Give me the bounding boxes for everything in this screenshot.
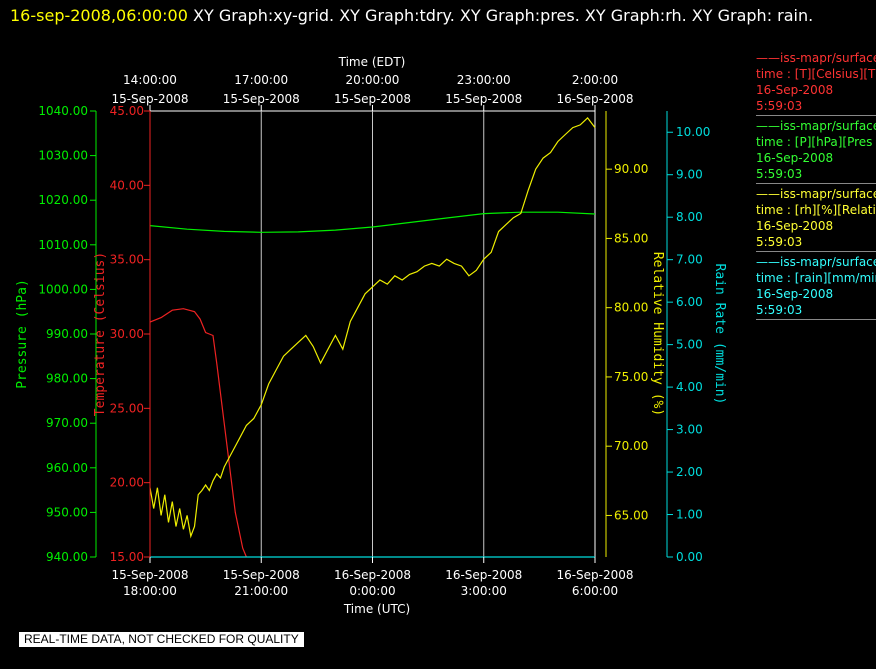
rain-axis-tick-label: 9.00	[676, 168, 703, 182]
pressure-axis-tick-label: 990.00	[46, 327, 88, 341]
humidity-axis-tick-label: 75.00	[614, 370, 648, 384]
legend-detail: 5:59:03	[756, 235, 803, 249]
temperature-axis-tick-label: 30.00	[110, 327, 144, 341]
rain-axis-tick-label: 3.00	[676, 423, 703, 437]
top-tick-label-date: 15-Sep-2008	[334, 92, 411, 106]
top-tick-label-time: 20:00:00	[346, 73, 400, 87]
rain-axis-tick-label: 8.00	[676, 210, 703, 224]
humidity-axis-tick-label: 80.00	[614, 301, 648, 315]
legend-detail: time : [rain][mm/min	[756, 271, 876, 285]
rain-axis-tick-label: 2.00	[676, 465, 703, 479]
legend: ——iss-mapr/surface time : [T][Celsius][T 1…	[756, 50, 876, 322]
humidity-axis-tick-label: 70.00	[614, 439, 648, 453]
pressure-axis-tick-label: 980.00	[46, 372, 88, 386]
top-axis-title: Time (EDT)	[338, 55, 406, 69]
top-tick-label-date: 16-Sep-2008	[556, 92, 633, 106]
top-tick-label-time: 23:00:00	[457, 73, 511, 87]
series-line-temperature	[149, 308, 247, 558]
rain-axis-tick-label: 10.00	[676, 125, 710, 139]
pressure-axis-tick-label: 1030.00	[38, 149, 88, 163]
grid-layer	[149, 110, 596, 558]
top-tick-label-time: 2:00:00	[572, 73, 618, 87]
bottom-tick-label-time: 3:00:00	[461, 584, 507, 598]
humidity-axis-tick-label: 85.00	[614, 231, 648, 245]
top-tick-label-date: 15-Sep-2008	[111, 92, 188, 106]
quality-disclaimer: REAL-TIME DATA, NOT CHECKED FOR QUALITY	[19, 632, 304, 647]
pressure-axis-tick-label: 1020.00	[38, 193, 88, 207]
legend-series-name: ——iss-mapr/surface	[756, 187, 876, 201]
temperature-axis-tick-label: 40.00	[110, 178, 144, 192]
title-bar: 16-sep-2008,06:00:00 XY Graph:xy-grid. X…	[10, 2, 860, 30]
bottom-tick-label-date: 15-Sep-2008	[111, 568, 188, 582]
rain-axis-title: Rain Rate (mm/min)	[712, 264, 727, 405]
rain-axis-tick-label: 4.00	[676, 380, 703, 394]
pressure-axis-title: Pressure (hPa)	[15, 279, 30, 389]
legend-detail: time : [T][Celsius][T	[756, 67, 876, 81]
legend-entry: ——iss-mapr/surface time : [rain][mm/min 16…	[756, 254, 876, 320]
bottom-axis-title: Time (UTC)	[343, 602, 410, 616]
legend-entry: ——iss-mapr/surface time : [P][hPa][Pres 16…	[756, 118, 876, 184]
pressure-axis-tick-label: 1040.00	[38, 104, 88, 118]
humidity-axis-tick-label: 90.00	[614, 162, 648, 176]
pressure-axis-tick-label: 940.00	[46, 550, 88, 564]
legend-detail: 16-Sep-2008	[756, 219, 834, 233]
legend-detail: 16-Sep-2008	[756, 287, 834, 301]
top-tick-label-date: 15-Sep-2008	[223, 92, 300, 106]
humidity-axis-tick-label: 65.00	[614, 508, 648, 522]
bottom-tick-label-time: 18:00:00	[123, 584, 177, 598]
bottom-tick-label-date: 16-Sep-2008	[556, 568, 633, 582]
pressure-axis-tick-label: 960.00	[46, 461, 88, 475]
title-graph-list: XY Graph:xy-grid. XY Graph:tdry. XY Grap…	[187, 6, 814, 25]
pressure-axis-tick-label: 970.00	[46, 416, 88, 430]
legend-detail: time : [rh][%][Relati	[756, 203, 876, 217]
legend-entry: ——iss-mapr/surface time : [rh][%][Relati 1…	[756, 186, 876, 252]
bottom-tick-label-date: 15-Sep-2008	[223, 568, 300, 582]
legend-series-name: ——iss-mapr/surface	[756, 51, 876, 65]
bottom-tick-label-date: 16-Sep-2008	[334, 568, 411, 582]
humidity-axis-title: Relative Humidity (%)	[650, 252, 665, 416]
temperature-axis-tick-label: 45.00	[110, 104, 144, 118]
temperature-axis-tick-label: 20.00	[110, 476, 144, 490]
bottom-tick-label-time: 6:00:00	[572, 584, 618, 598]
legend-detail: 5:59:03	[756, 99, 803, 113]
pressure-axis-tick-label: 950.00	[46, 505, 88, 519]
top-tick-label-time: 17:00:00	[234, 73, 288, 87]
title-date: 16-sep-2008,06:00:00	[10, 6, 188, 25]
legend-entry: ——iss-mapr/surface time : [T][Celsius][T 1…	[756, 50, 876, 116]
rain-axis-tick-label: 1.00	[676, 508, 703, 522]
top-tick-label-date: 15-Sep-2008	[445, 92, 522, 106]
rain-axis-tick-label: 6.00	[676, 295, 703, 309]
pressure-axis-tick-label: 1010.00	[38, 238, 88, 252]
legend-detail: 16-Sep-2008	[756, 83, 834, 97]
temperature-axis-tick-label: 35.00	[110, 253, 144, 267]
legend-series-name: ——iss-mapr/surface	[756, 255, 876, 269]
rain-axis-tick-label: 7.00	[676, 253, 703, 267]
legend-detail: 16-Sep-2008	[756, 151, 834, 165]
pressure-axis-tick-label: 1000.00	[38, 282, 88, 296]
legend-series-name: ——iss-mapr/surface	[756, 119, 876, 133]
bottom-tick-label-time: 0:00:00	[349, 584, 395, 598]
temperature-axis-tick-label: 15.00	[110, 550, 144, 564]
rain-axis-tick-label: 0.00	[676, 550, 703, 564]
legend-detail: 5:59:03	[756, 303, 803, 317]
legend-detail: time : [P][hPa][Pres	[756, 135, 873, 149]
axis-layer: Time (EDT) 14:00:00 15-Sep-2008 17:00:00 15-…	[15, 55, 727, 616]
series-line-humidity	[149, 117, 596, 539]
rain-axis-tick-label: 5.00	[676, 338, 703, 352]
top-tick-label-time: 14:00:00	[123, 73, 177, 87]
legend-detail: 5:59:03	[756, 167, 803, 181]
temperature-axis-title: Temperature (Celsius)	[93, 252, 108, 416]
bottom-tick-label-date: 16-Sep-2008	[445, 568, 522, 582]
temperature-axis-tick-label: 25.00	[110, 401, 144, 415]
bottom-tick-label-time: 21:00:00	[234, 584, 288, 598]
